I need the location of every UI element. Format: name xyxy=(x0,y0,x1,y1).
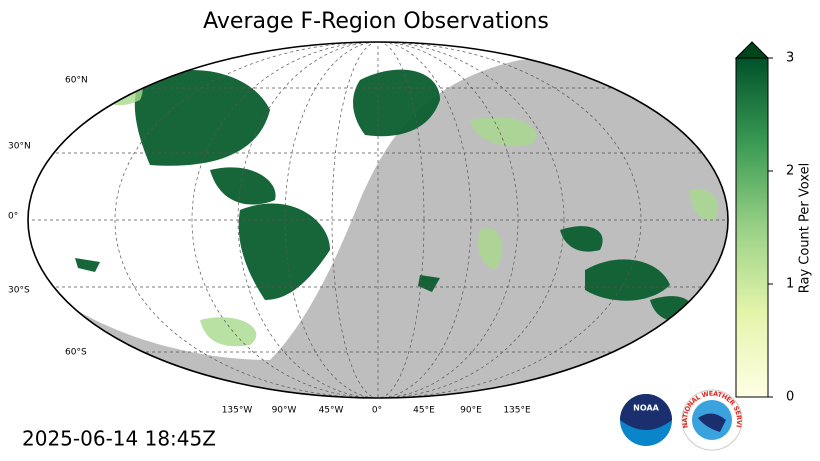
colorbar-tick-label: 1 xyxy=(786,277,794,292)
lon-label: 135°E xyxy=(503,406,531,416)
noaa-text: NOAA xyxy=(633,404,659,413)
colorbar-tick-label: 0 xyxy=(786,390,794,405)
lon-label: 45°E xyxy=(413,406,435,416)
colorbar-tick-label: 2 xyxy=(786,164,794,179)
colorbar-label: Ray Count Per Voxel xyxy=(798,163,813,293)
lon-label: 45°W xyxy=(319,406,344,416)
map-area xyxy=(28,42,728,398)
lat-label: 0° xyxy=(8,212,18,222)
noaa-logo: NOAA xyxy=(620,394,672,446)
timestamp: 2025-06-14 18:45Z xyxy=(22,427,216,451)
title: Average F-Region Observations xyxy=(203,9,549,34)
colorbar-extend xyxy=(734,41,770,59)
lat-label: 30°N xyxy=(8,142,31,152)
map-outline xyxy=(27,41,729,399)
lon-label: 90°W xyxy=(272,406,297,416)
night-region xyxy=(40,42,728,398)
lat-label: 30°S xyxy=(8,286,30,296)
graticule xyxy=(28,42,728,398)
lon-label: 0° xyxy=(372,406,382,416)
colorbar-tick-label: 3 xyxy=(786,51,794,66)
colorbar xyxy=(735,57,769,398)
lat-label: 60°N xyxy=(65,76,88,86)
lat-label: 60°S xyxy=(65,348,87,358)
lon-label: 135°W xyxy=(222,406,253,416)
lon-label: 90°E xyxy=(460,406,482,416)
